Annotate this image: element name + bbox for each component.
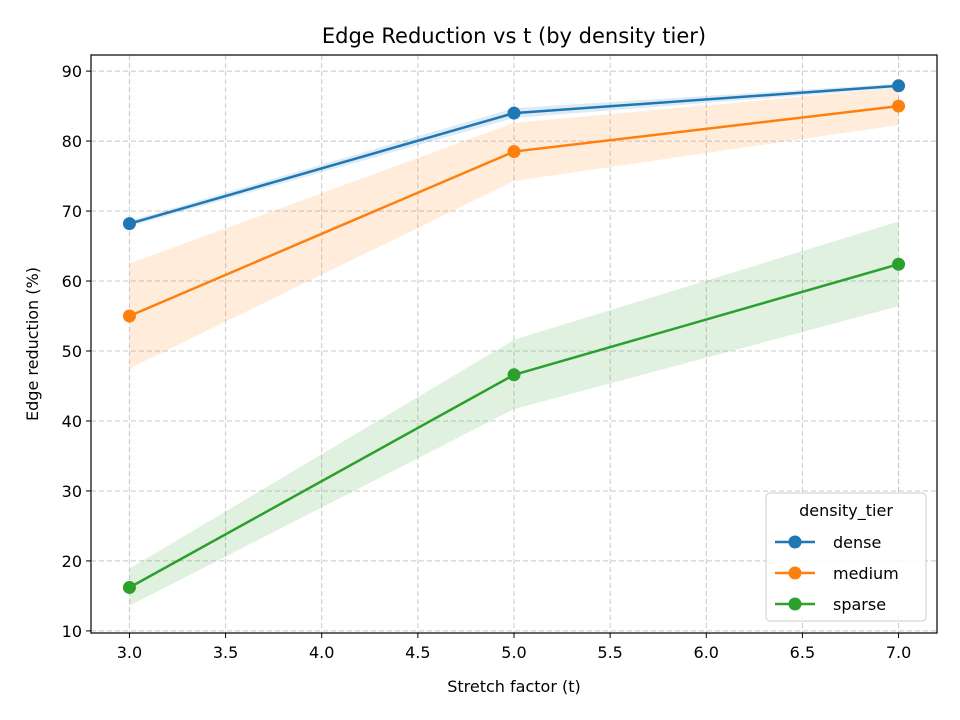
x-tick-label: 3.0	[117, 643, 142, 662]
y-tick-label: 20	[62, 552, 82, 571]
y-tick-label: 70	[62, 202, 82, 221]
medium-point	[507, 145, 521, 159]
x-tick-label: 6.5	[790, 643, 815, 662]
sparse-point	[507, 368, 521, 382]
x-tick-label: 5.5	[597, 643, 622, 662]
legend-marker-medium	[788, 566, 802, 580]
legend-label-dense: dense	[833, 533, 881, 552]
sparse-band	[129, 221, 899, 606]
legend-marker-dense	[788, 535, 802, 549]
dense-point	[122, 217, 136, 231]
y-tick-label: 10	[62, 622, 82, 641]
sparse-point	[892, 257, 906, 271]
y-tick-label: 80	[62, 132, 82, 151]
series-points	[122, 79, 906, 595]
x-axis-ticks: 3.0 3.5 4.0 4.5 5.0 5.5 6.0 6.5 7.0	[117, 633, 911, 662]
y-tick-label: 30	[62, 482, 82, 501]
sparse-point	[122, 581, 136, 595]
grid	[91, 55, 937, 633]
x-axis-label: Stretch factor (t)	[447, 677, 581, 696]
legend-items: dense medium sparse	[775, 533, 899, 614]
x-tick-label: 4.0	[309, 643, 334, 662]
x-tick-label: 5.0	[501, 643, 526, 662]
legend-label-sparse: sparse	[833, 595, 886, 614]
x-tick-label: 6.0	[694, 643, 719, 662]
legend: density_tier dense medium sparse	[765, 492, 927, 622]
legend-title: density_tier	[799, 501, 893, 521]
x-tick-label: 3.5	[213, 643, 238, 662]
medium-point	[892, 99, 906, 113]
legend-marker-sparse	[788, 597, 802, 611]
medium-point	[122, 309, 136, 323]
legend-box	[765, 492, 927, 622]
y-tick-label: 40	[62, 412, 82, 431]
legend-label-medium: medium	[833, 564, 899, 583]
y-tick-label: 50	[62, 342, 82, 361]
y-axis-ticks: 10 20 30 40 50 60 70 80 90	[62, 62, 91, 641]
dense-point	[892, 79, 906, 93]
y-tick-label: 90	[62, 62, 82, 81]
y-axis-label: Edge reduction (%)	[23, 267, 42, 421]
x-tick-label: 4.5	[405, 643, 430, 662]
y-tick-label: 60	[62, 272, 82, 291]
dense-point	[507, 106, 521, 120]
chart-title: Edge Reduction vs t (by density tier)	[322, 24, 706, 48]
x-tick-label: 7.0	[886, 643, 911, 662]
